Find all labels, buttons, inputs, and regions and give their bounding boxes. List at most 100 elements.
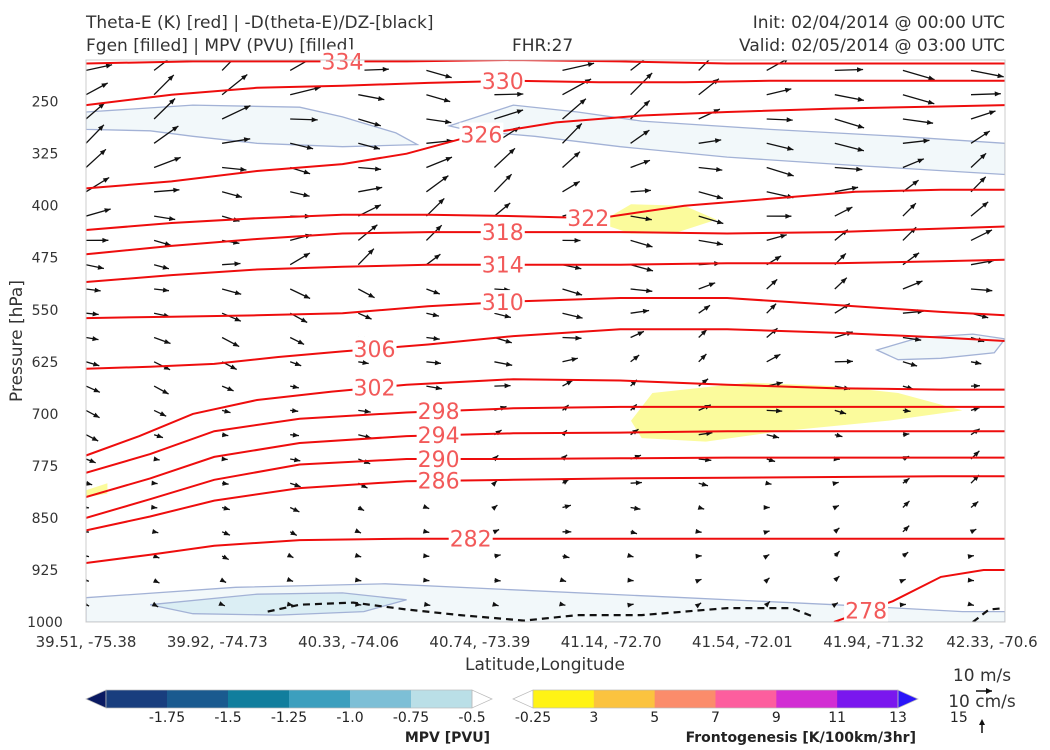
wind-vector-head (787, 145, 794, 151)
wind-vector-head (576, 314, 583, 320)
wind-vector-head (997, 73, 1004, 79)
wind-vector-head (587, 62, 595, 67)
wind-vector-head (833, 576, 840, 582)
wind-vector-head (492, 601, 499, 607)
wind-vector-head (151, 529, 159, 534)
theta-e-contour (86, 79, 1005, 107)
wind-vector-head (172, 126, 179, 132)
wind-vector-head (765, 480, 772, 486)
wind-vector-head (435, 385, 442, 391)
wind-vector-head (839, 253, 846, 260)
wind-vector-head (851, 186, 859, 191)
wind-vector-head (159, 411, 167, 417)
wind-vector-head (423, 577, 430, 583)
colorbar-cell (654, 690, 716, 708)
wind-vector-head (297, 339, 305, 345)
theta-e-label: 322 (567, 207, 609, 232)
wind-vector (630, 60, 645, 71)
wind-vector-head (700, 329, 707, 336)
wind-vector-head (162, 287, 169, 293)
wind-vector-head (368, 292, 375, 298)
wind-vector-head (973, 450, 980, 457)
wind-vector-head (374, 204, 381, 210)
wind-vector-head (167, 74, 174, 81)
wind-vector-head (505, 338, 512, 344)
wind-vector-head (643, 160, 650, 165)
wind-vector-head (565, 529, 572, 535)
wind-vector-head (222, 432, 229, 438)
wind-vector-head (151, 504, 158, 510)
wind-vector-head (967, 577, 974, 583)
wind-vector-head (432, 312, 439, 318)
wind-vector-head (909, 203, 916, 210)
y-tick-label: 1000 (27, 615, 63, 631)
wind-vector-head (643, 100, 650, 107)
theta-e-label-bg (320, 49, 365, 73)
wind-vector-head (716, 219, 724, 225)
wind-vector-head (373, 145, 380, 150)
theta-e-label-bg (566, 205, 611, 229)
theta-e-label-bg (448, 526, 493, 550)
mpv-region (149, 592, 407, 616)
wind-vector-head (833, 551, 840, 558)
wind-ref-arrowhead-vertical (979, 719, 985, 725)
y-tick-label: 700 (32, 407, 59, 423)
title-left-2: Fgen [filled] | MPV (PVU) [filled] (86, 36, 355, 56)
wind-vector-head (573, 181, 580, 187)
wind-vector-head (104, 208, 111, 213)
colorbar-cell (776, 690, 838, 708)
wind-vector-head (646, 266, 653, 272)
wind-vector-head (573, 151, 580, 158)
wind-vector-head (174, 157, 181, 162)
wind-vector-head (311, 117, 318, 123)
wind-vector-head (164, 339, 171, 344)
wind-vector-head (856, 166, 863, 172)
wind-vector-head (92, 311, 99, 317)
wind-vector-head (292, 384, 299, 390)
x-tick-label: 41.54, -72.01 (692, 633, 793, 651)
wind-vector-head (218, 601, 225, 606)
wind-vector-head (232, 341, 240, 347)
wind-vector-head (354, 577, 362, 583)
colorbar-tick: -1.25 (271, 710, 307, 726)
wind-vector-head (926, 119, 934, 125)
theta-e-contour (86, 405, 1005, 474)
wind-vector-head (219, 577, 227, 583)
wind-vector-head (972, 501, 979, 508)
fhr-label: FHR:27 (512, 36, 574, 56)
wind-vector-head (156, 433, 163, 439)
colorbar-tick: 3 (589, 710, 598, 726)
wind-vector-head (423, 601, 431, 607)
wind-vector-head (562, 479, 569, 485)
wind-vector-head (967, 601, 974, 607)
wind-vector-head (292, 507, 300, 512)
colorbar-cell (715, 690, 777, 708)
wind-vector-head (695, 528, 702, 534)
theta-e-contour (86, 378, 1005, 457)
wind-vector-head (357, 505, 365, 511)
wind-vector-head (904, 408, 911, 414)
colorbar-cell (533, 690, 595, 708)
theta-e-label: 330 (482, 70, 524, 95)
wind-vector-head (445, 157, 452, 162)
colorbar-label: MPV [PVU] (405, 730, 490, 746)
colorbar-end (471, 689, 493, 709)
colorbars: -1.75 -1.5 -1.25 -1.0 -0.75 -0.5 -0.25 MPV [PVU… (85, 689, 968, 746)
theta-e-label: 306 (354, 338, 396, 363)
wind-ref-arrowhead-horizontal (986, 688, 992, 694)
wind-vector-head (494, 553, 501, 559)
fgen-region (86, 483, 108, 498)
wind-vector-head (763, 505, 770, 510)
wind-vector-head (286, 552, 294, 558)
wind-vector-head (303, 293, 311, 299)
theta-e-label: 278 (845, 600, 887, 625)
theta-e-contour (86, 104, 1005, 190)
wind-vector-head (516, 109, 524, 115)
wind-vector-head (240, 166, 247, 172)
wind-vector-head (292, 408, 299, 414)
wind-vector-head (224, 408, 231, 414)
wind-vector-head (303, 192, 310, 198)
wind-vector-head (445, 73, 452, 79)
wind-vector-head (836, 432, 843, 438)
